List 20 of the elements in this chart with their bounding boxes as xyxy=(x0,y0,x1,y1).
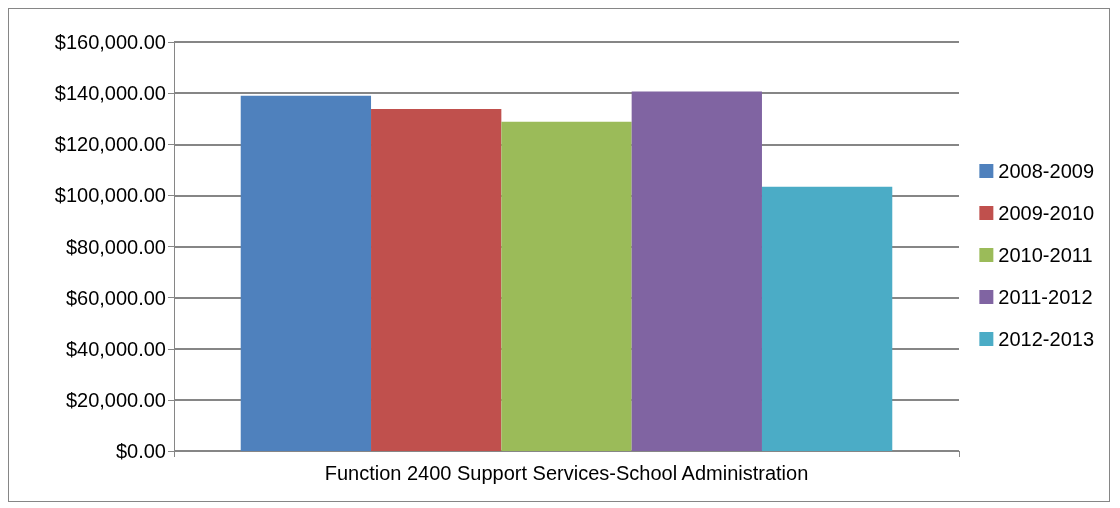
y-tick-label: $60,000.00 xyxy=(65,286,166,309)
x-tick-label: Function 2400 Support Services-School Administration xyxy=(324,462,809,484)
legend-label: 2008-2009 xyxy=(998,160,1095,182)
legend-label: 2009-2010 xyxy=(998,202,1095,224)
y-tick-label: $80,000.00 xyxy=(65,235,166,258)
y-tick-label: $40,000.00 xyxy=(65,337,166,360)
y-tick-label: $20,000.00 xyxy=(65,388,166,411)
legend-label: 2011-2012 xyxy=(998,286,1093,308)
bar xyxy=(240,95,372,451)
y-tick-label: $0.00 xyxy=(115,440,166,462)
bar xyxy=(761,186,893,451)
bar xyxy=(501,121,632,451)
legend-label: 2012-2013 xyxy=(998,328,1095,350)
y-tick-label: $140,000.00 xyxy=(54,82,166,105)
y-tick-label: $120,000.00 xyxy=(54,133,166,156)
bar xyxy=(631,91,762,451)
legend-label: 2010-2011 xyxy=(998,244,1093,266)
y-tick-label: $160,000.00 xyxy=(54,31,166,53)
y-tick-label: $100,000.00 xyxy=(54,184,166,207)
bar xyxy=(371,108,502,451)
